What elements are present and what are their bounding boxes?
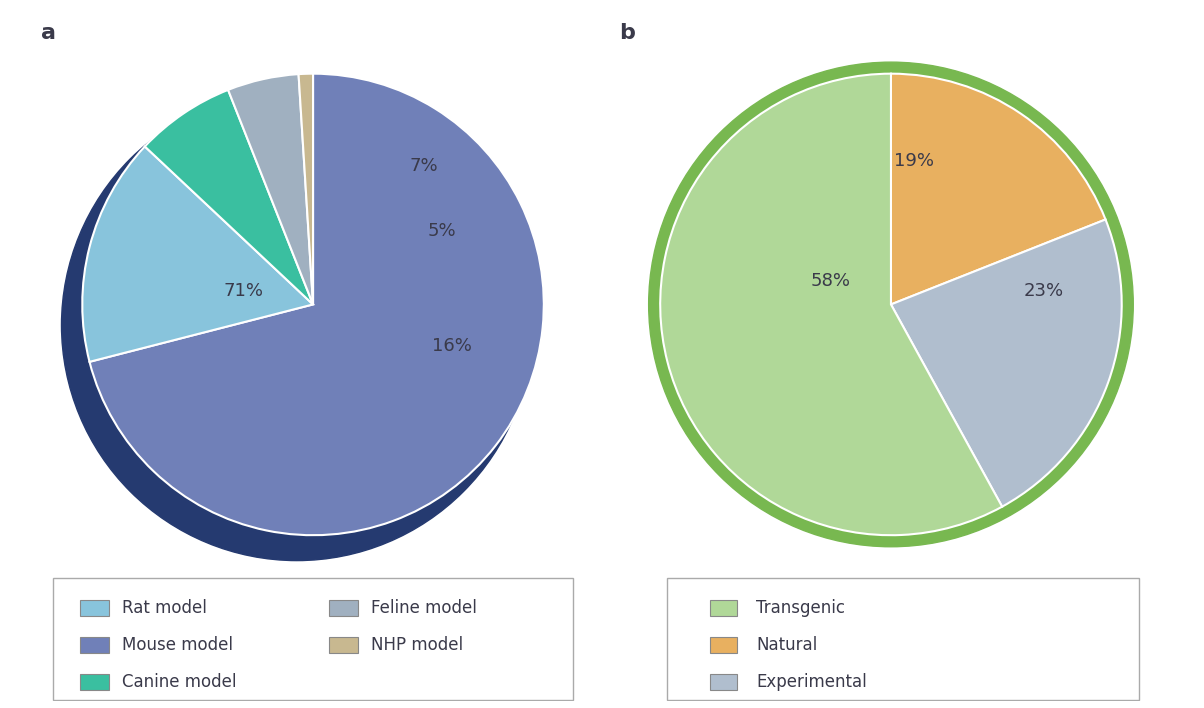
Text: Feline model: Feline model (371, 599, 477, 617)
Text: 16%: 16% (431, 337, 472, 355)
Text: 19%: 19% (895, 152, 934, 171)
FancyBboxPatch shape (79, 637, 110, 653)
FancyBboxPatch shape (710, 600, 737, 616)
Text: Canine model: Canine model (123, 673, 237, 691)
Text: 7%: 7% (409, 157, 438, 175)
Text: NHP model: NHP model (371, 636, 464, 654)
FancyBboxPatch shape (710, 674, 737, 690)
Text: Experimental: Experimental (756, 673, 867, 691)
FancyBboxPatch shape (79, 674, 110, 690)
Wedge shape (89, 74, 544, 535)
Text: 5%: 5% (427, 222, 456, 239)
Text: 23%: 23% (1023, 282, 1063, 299)
Wedge shape (144, 90, 313, 304)
Text: Rat model: Rat model (123, 599, 207, 617)
Wedge shape (82, 147, 313, 362)
Text: a: a (41, 23, 55, 43)
FancyBboxPatch shape (53, 578, 573, 700)
Wedge shape (891, 74, 1105, 304)
FancyBboxPatch shape (79, 600, 110, 616)
FancyBboxPatch shape (710, 637, 737, 653)
Text: b: b (619, 23, 635, 43)
Wedge shape (660, 74, 1002, 535)
Text: 71%: 71% (224, 282, 264, 299)
Text: Mouse model: Mouse model (123, 636, 234, 654)
FancyBboxPatch shape (329, 600, 358, 616)
FancyBboxPatch shape (667, 578, 1139, 700)
Wedge shape (891, 219, 1122, 507)
Circle shape (649, 62, 1133, 547)
Wedge shape (228, 74, 313, 304)
Text: Transgenic: Transgenic (756, 599, 845, 617)
FancyBboxPatch shape (329, 637, 358, 653)
Wedge shape (299, 74, 313, 304)
Text: 58%: 58% (811, 273, 851, 290)
Circle shape (61, 90, 532, 561)
Text: Natural: Natural (756, 636, 818, 654)
